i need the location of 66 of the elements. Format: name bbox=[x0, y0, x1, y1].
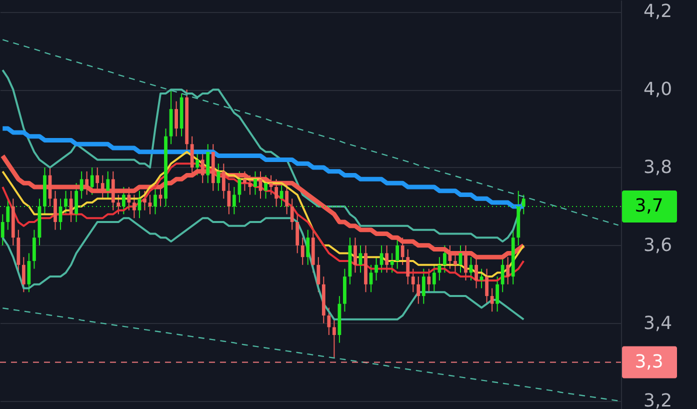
candlestick bbox=[32, 229, 36, 270]
candlestick bbox=[369, 264, 373, 293]
candlestick bbox=[285, 182, 289, 215]
candlestick bbox=[227, 182, 231, 215]
candlestick bbox=[443, 244, 446, 274]
candlestick bbox=[427, 268, 431, 293]
candlestick bbox=[306, 229, 310, 266]
candlestick bbox=[406, 248, 410, 285]
candlestick bbox=[411, 268, 415, 293]
candlestick bbox=[316, 256, 320, 293]
y-tick-label: 3,2 bbox=[644, 390, 672, 409]
candlestick bbox=[132, 194, 136, 219]
candlestick bbox=[22, 256, 26, 293]
candlestick bbox=[358, 244, 362, 274]
candlestick bbox=[54, 190, 57, 230]
candlestick bbox=[458, 244, 462, 274]
candlestick bbox=[216, 163, 220, 192]
candlestick bbox=[116, 194, 120, 215]
candlestick bbox=[485, 268, 488, 304]
ref-line-label: 3,7 bbox=[634, 195, 664, 216]
candlestick bbox=[258, 170, 262, 200]
y-tick-label: 4,2 bbox=[644, 1, 672, 22]
candlestick bbox=[254, 170, 257, 196]
candlestick bbox=[480, 268, 484, 289]
candlestick bbox=[80, 170, 84, 200]
candlestick bbox=[290, 198, 294, 230]
candlestick bbox=[238, 170, 242, 204]
line-series bbox=[2, 308, 619, 402]
candlestick bbox=[490, 288, 494, 312]
candlestick bbox=[111, 170, 115, 211]
candlestick bbox=[500, 256, 504, 293]
candlestick bbox=[96, 166, 100, 192]
candlestick bbox=[27, 252, 31, 293]
candlestick bbox=[106, 170, 110, 200]
candlestick bbox=[243, 170, 246, 192]
candlestick bbox=[374, 256, 378, 281]
ref-line-label: 3,3 bbox=[634, 351, 664, 372]
candlestick bbox=[432, 264, 436, 293]
candlestick bbox=[90, 166, 94, 196]
candlestick bbox=[127, 186, 131, 211]
candlestick bbox=[269, 174, 273, 196]
candlestick bbox=[100, 174, 104, 200]
candlestick bbox=[174, 100, 178, 137]
candlestick bbox=[85, 170, 89, 196]
candlestick bbox=[354, 237, 357, 274]
candlestick bbox=[206, 144, 210, 184]
candlestick bbox=[438, 256, 442, 281]
candlestick bbox=[0, 214, 4, 246]
candlestick bbox=[332, 318, 336, 359]
candlestick bbox=[380, 244, 384, 274]
candlestick bbox=[416, 276, 420, 304]
y-tick-label: 3,4 bbox=[644, 312, 672, 334]
candlestick bbox=[390, 252, 394, 274]
candlestick bbox=[496, 276, 500, 312]
candlestick bbox=[327, 307, 331, 336]
candlestick bbox=[222, 163, 226, 200]
y-tick-label: 4,0 bbox=[644, 79, 672, 100]
candlestick bbox=[422, 268, 426, 304]
y-tick-label: 3,8 bbox=[644, 156, 672, 178]
candlestick bbox=[296, 214, 300, 254]
candlestick bbox=[274, 178, 278, 207]
candlestick bbox=[143, 190, 146, 211]
candlestick bbox=[148, 194, 152, 215]
y-tick-label: 3,6 bbox=[644, 234, 672, 256]
candlestick bbox=[300, 237, 304, 266]
candlestick bbox=[385, 244, 389, 274]
